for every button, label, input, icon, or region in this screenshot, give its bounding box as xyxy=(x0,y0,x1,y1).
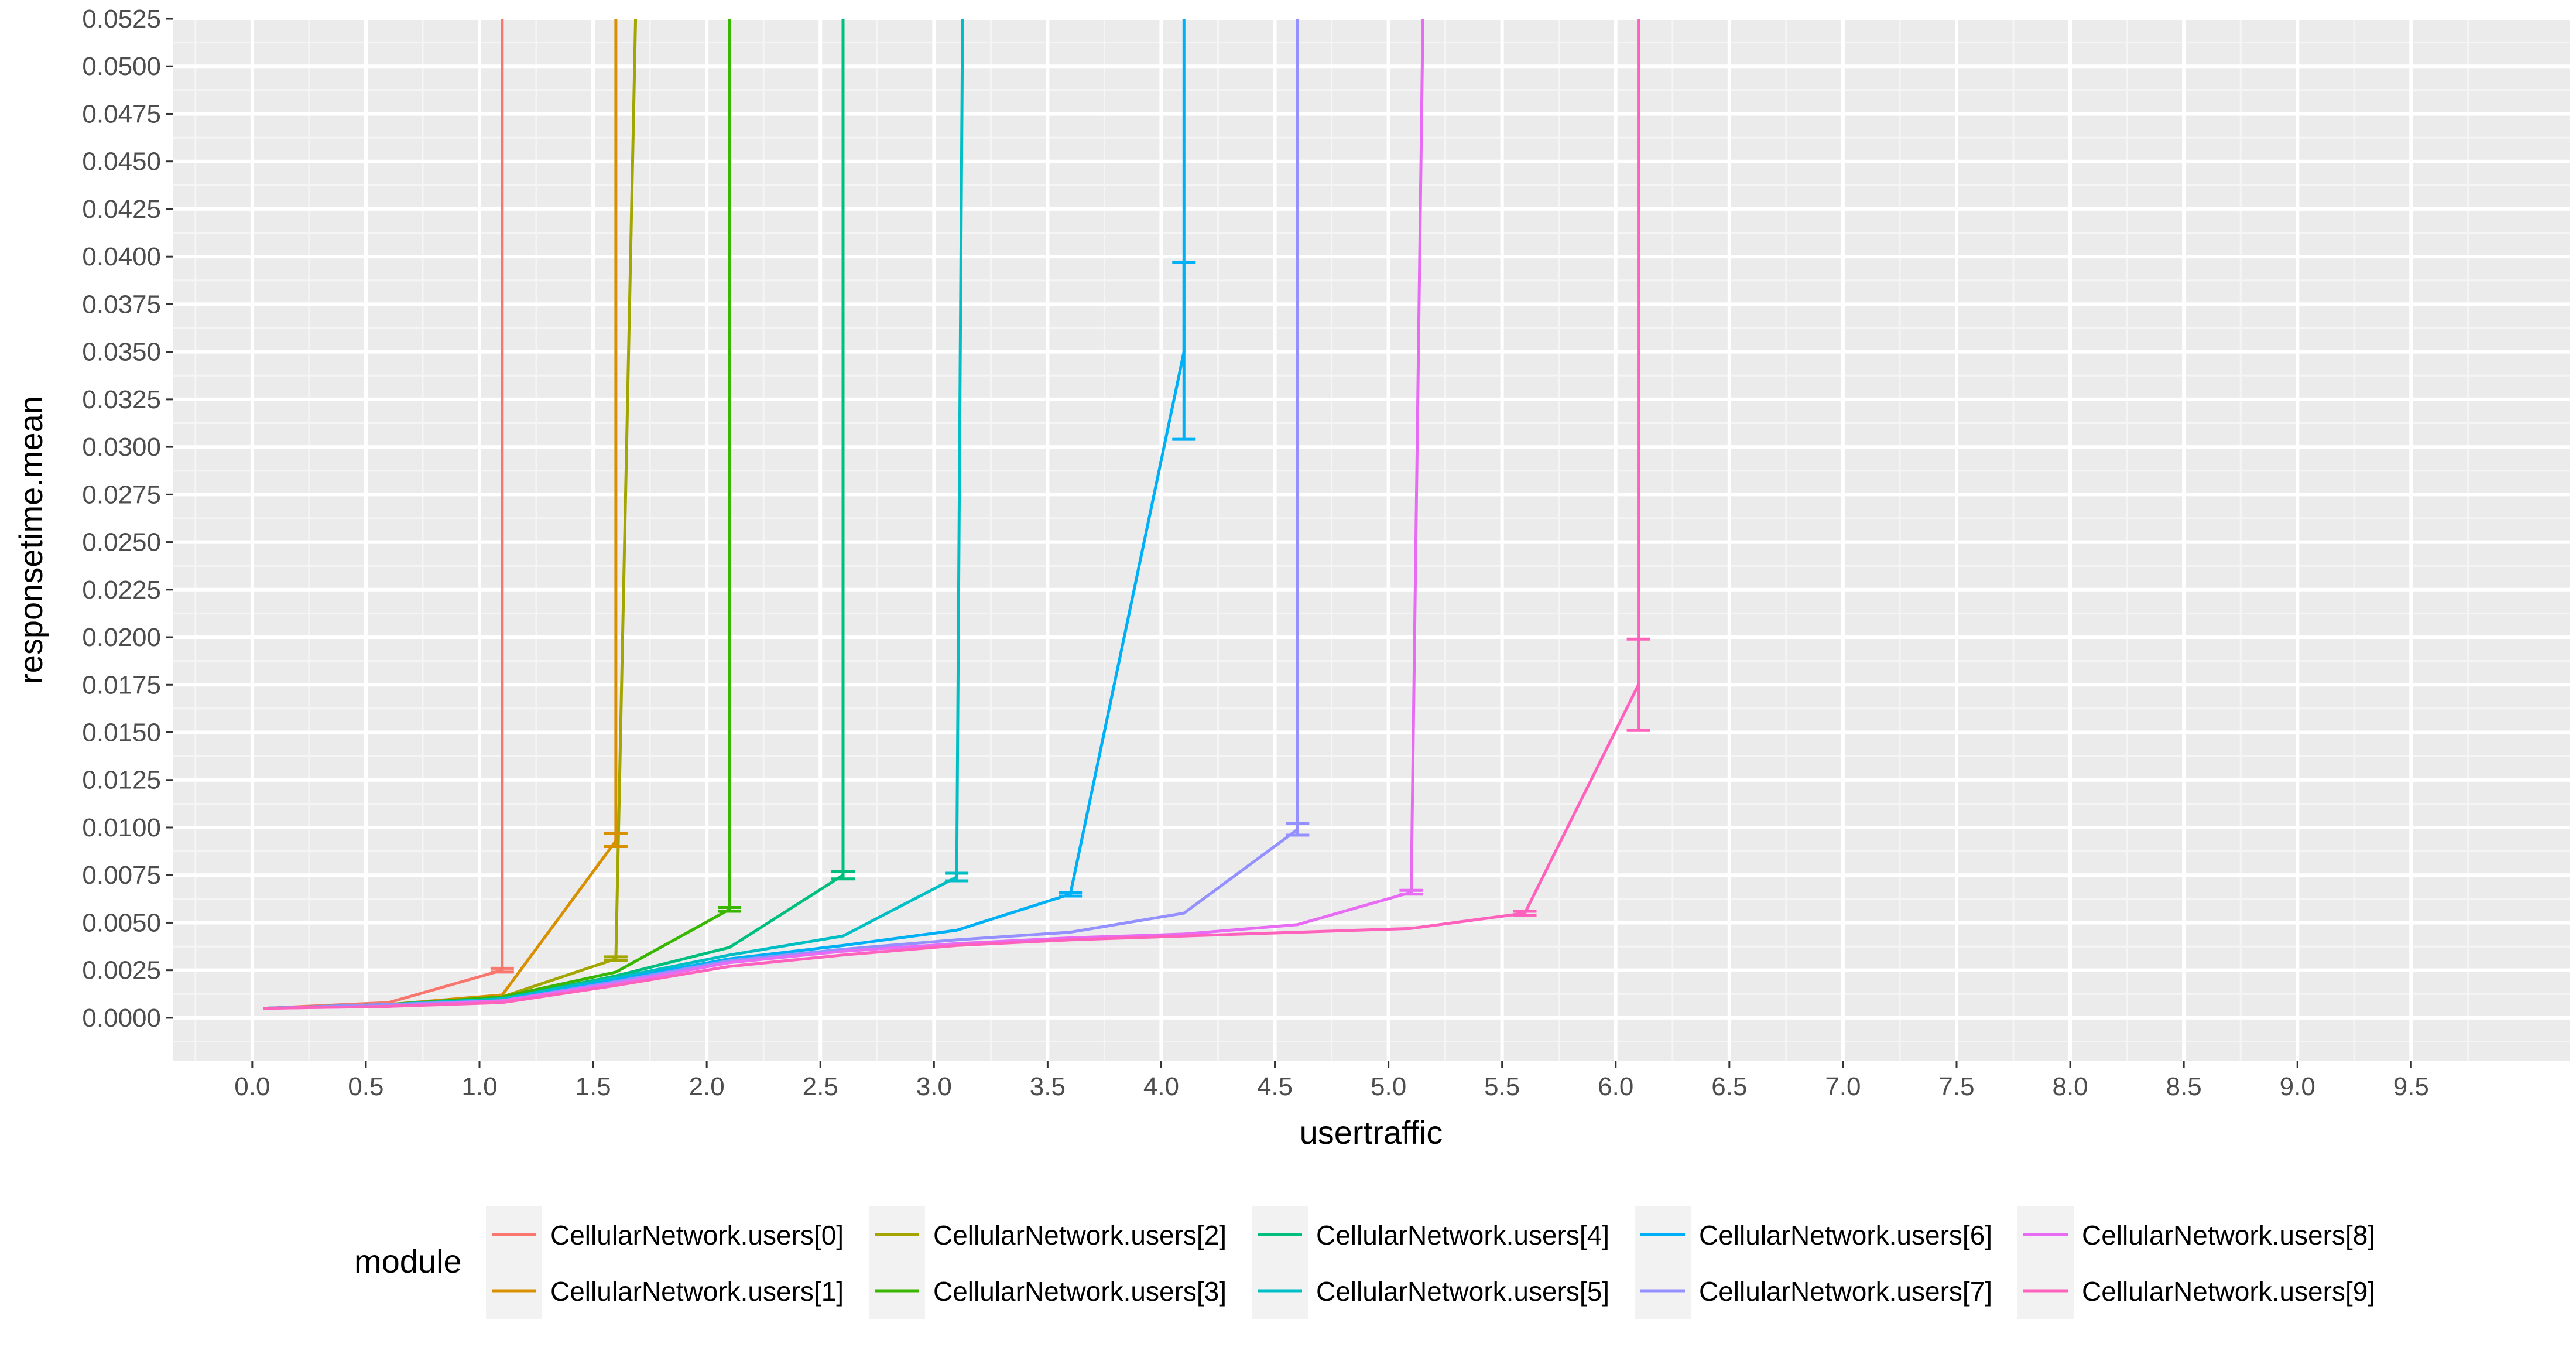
y-tick-label: 0.0050 xyxy=(82,908,161,937)
y-tick-label: 0.0525 xyxy=(82,5,161,33)
y-tick-label: 0.0025 xyxy=(82,956,161,985)
y-axis-ticks: 0.0000 0.0025 0.0050 0.0075 0.0100 0.0125 0.01… xyxy=(82,5,173,1033)
legend-item-6: CellularNetwork.users[6] xyxy=(1635,1206,1992,1263)
y-tick-label: 0.0150 xyxy=(82,719,161,747)
error-bars xyxy=(490,261,1650,974)
x-tick-label: 4.5 xyxy=(1257,1072,1293,1101)
x-tick-label: 6.0 xyxy=(1598,1072,1633,1101)
x-tick-label: 5.5 xyxy=(1484,1072,1520,1101)
legend-item-0: CellularNetwork.users[0] xyxy=(486,1206,844,1263)
legend-label: CellularNetwork.users[7] xyxy=(1699,1276,1992,1307)
x-tick-label: 4.0 xyxy=(1143,1072,1179,1101)
legend-title: module xyxy=(354,1243,462,1280)
error-bar xyxy=(1172,261,1196,441)
y-tick-label: 0.0425 xyxy=(82,195,161,224)
legend-item-2: CellularNetwork.users[2] xyxy=(869,1206,1227,1263)
y-tick-label: 0.0350 xyxy=(82,338,161,367)
legend-item-9: CellularNetwork.users[9] xyxy=(2017,1263,2375,1319)
legend-label: CellularNetwork.users[1] xyxy=(550,1276,844,1307)
y-axis-label: responsetime.mean xyxy=(12,396,49,684)
error-bar xyxy=(1059,890,1083,898)
legend-item-1: CellularNetwork.users[1] xyxy=(486,1263,844,1319)
y-tick-label: 0.0400 xyxy=(82,242,161,271)
error-bar xyxy=(1399,888,1423,896)
legend-label: CellularNetwork.users[9] xyxy=(2082,1276,2375,1307)
legend-label: CellularNetwork.users[4] xyxy=(1316,1220,1609,1250)
legend-label: CellularNetwork.users[2] xyxy=(933,1220,1227,1250)
x-axis-label: usertraffic xyxy=(1300,1114,1443,1151)
x-tick-label: 9.5 xyxy=(2393,1072,2429,1101)
legend-item-4: CellularNetwork.users[4] xyxy=(1252,1206,1609,1263)
legend-label: CellularNetwork.users[8] xyxy=(2082,1220,2375,1250)
series-line-8 xyxy=(263,19,1424,1010)
legend-item-7: CellularNetwork.users[7] xyxy=(1635,1263,1992,1319)
x-tick-label: 0.5 xyxy=(348,1072,383,1101)
x-tick-label: 0.0 xyxy=(234,1072,270,1101)
y-tick-label: 0.0500 xyxy=(82,52,161,81)
grid xyxy=(173,17,2570,1061)
y-tick-label: 0.0225 xyxy=(82,576,161,604)
error-bar xyxy=(604,832,628,848)
error-bar xyxy=(604,955,628,962)
y-tick-label: 0.0475 xyxy=(82,100,161,128)
x-tick-label: 1.5 xyxy=(575,1072,611,1101)
x-tick-label: 7.0 xyxy=(1825,1072,1861,1101)
y-tick-label: 0.0175 xyxy=(82,671,161,699)
x-tick-label: 3.0 xyxy=(916,1072,952,1101)
legend-item-3: CellularNetwork.users[3] xyxy=(869,1263,1227,1319)
x-tick-label: 6.5 xyxy=(1711,1072,1747,1101)
x-tick-label: 8.0 xyxy=(2052,1072,2088,1101)
x-tick-label: 7.5 xyxy=(1938,1072,1974,1101)
y-tick-label: 0.0125 xyxy=(82,766,161,795)
error-bar xyxy=(945,871,969,883)
y-tick-label: 0.0275 xyxy=(82,480,161,509)
x-tick-label: 2.0 xyxy=(689,1072,725,1101)
x-tick-label: 5.0 xyxy=(1371,1072,1406,1101)
legend-item-5: CellularNetwork.users[5] xyxy=(1252,1263,1609,1319)
x-tick-label: 8.5 xyxy=(2166,1072,2202,1101)
y-tick-label: 0.0325 xyxy=(82,385,161,414)
legend-label: CellularNetwork.users[3] xyxy=(933,1276,1227,1307)
x-tick-label: 2.5 xyxy=(803,1072,838,1101)
legend-item-8: CellularNetwork.users[8] xyxy=(2017,1206,2375,1263)
legend-label: CellularNetwork.users[5] xyxy=(1316,1276,1609,1307)
plot-panel xyxy=(173,19,2570,1061)
y-tick-label: 0.0375 xyxy=(82,290,161,319)
error-bar xyxy=(1513,910,1537,917)
error-bar xyxy=(1286,822,1310,837)
error-bar xyxy=(831,870,855,881)
x-axis-ticks: 0.0 0.5 1.0 1.5 2.0 2.5 3.0 3.5 4.0 4.5 5.0 5.5 6.0 6… xyxy=(234,1061,2429,1101)
y-tick-label: 0.0000 xyxy=(82,1004,161,1033)
series-line-9 xyxy=(263,19,1640,1010)
x-tick-label: 1.0 xyxy=(461,1072,497,1101)
y-tick-label: 0.0100 xyxy=(82,813,161,842)
legend-label: CellularNetwork.users[0] xyxy=(550,1220,844,1250)
x-tick-label: 9.0 xyxy=(2280,1072,2315,1101)
error-bar xyxy=(490,966,514,974)
series-lines xyxy=(263,19,1640,1010)
x-tick-label: 3.5 xyxy=(1030,1072,1066,1101)
y-tick-label: 0.0200 xyxy=(82,623,161,652)
error-bar xyxy=(717,905,741,913)
legend-label: CellularNetwork.users[6] xyxy=(1699,1220,1992,1250)
y-tick-label: 0.0250 xyxy=(82,528,161,557)
legend: CellularNetwork.users[0] CellularNetwork.… xyxy=(486,1206,2375,1319)
error-bar xyxy=(1626,637,1650,732)
y-tick-label: 0.0450 xyxy=(82,148,161,176)
y-tick-label: 0.0300 xyxy=(82,433,161,461)
y-tick-label: 0.0075 xyxy=(82,861,161,890)
